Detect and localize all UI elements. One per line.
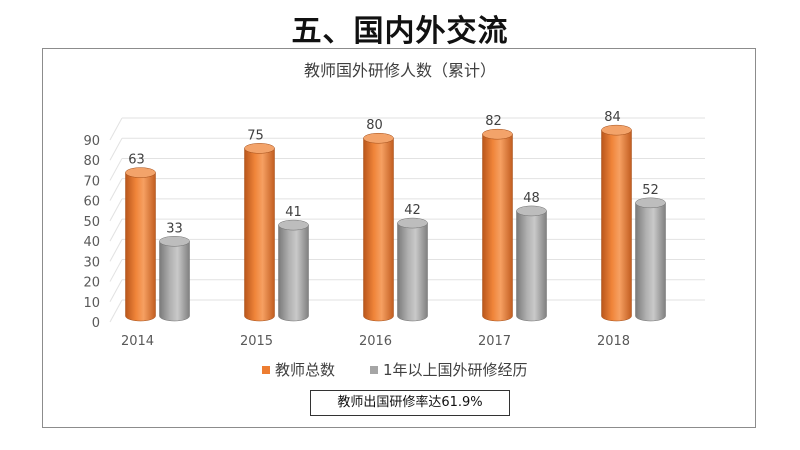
bar-cap <box>125 167 156 178</box>
gridline-skew <box>109 259 123 282</box>
legend-item: 教师总数 <box>262 361 335 379</box>
gridline-skew <box>109 218 123 242</box>
gridline-skew <box>109 137 123 161</box>
gridline-skew <box>109 158 123 181</box>
x-tick-label: 2016 <box>359 334 392 349</box>
legend: 教师总数 1年以上国外研修经历 <box>262 361 528 379</box>
chart-title: 教师国外研修人数（累计） <box>304 61 496 80</box>
bar: 84 <box>601 110 632 322</box>
y-tick-label: 70 <box>83 174 100 189</box>
y-tick-label: 30 <box>83 255 100 270</box>
legend-swatch <box>262 366 270 374</box>
bar: 63 <box>125 153 156 322</box>
y-axis-ticks: 0 10 20 30 40 50 60 70 80 90 <box>83 134 100 331</box>
bar-cap <box>159 236 190 247</box>
bar: 41 <box>278 205 309 322</box>
legend-item: 1年以上国外研修经历 <box>370 361 528 379</box>
x-tick-label: 2017 <box>478 334 511 349</box>
bar: 48 <box>516 191 547 322</box>
y-tick-label: 40 <box>83 235 100 250</box>
y-tick-label: 90 <box>83 134 100 149</box>
data-label: 33 <box>166 221 183 236</box>
data-label: 52 <box>642 183 659 198</box>
data-label: 82 <box>485 114 502 129</box>
x-tick-label: 2018 <box>597 334 630 349</box>
note-box: 教师出国研修率达61.9% <box>310 390 510 416</box>
bars: 63 33 75 41 80 42 82 48 84 52 <box>125 110 666 322</box>
legend-label: 教师总数 <box>275 361 335 379</box>
gridline-skew <box>109 279 123 303</box>
gridline-skew <box>109 117 123 141</box>
bar-cap <box>482 128 513 140</box>
chart-frame <box>42 48 756 428</box>
y-tick-label: 50 <box>83 215 100 230</box>
bar-body <box>244 148 275 322</box>
bar-body <box>159 241 190 322</box>
y-tick-label: 10 <box>83 296 100 311</box>
y-tick-label: 0 <box>92 316 100 331</box>
data-label: 42 <box>404 203 421 218</box>
bar: 33 <box>159 221 190 322</box>
gridline-skew <box>109 299 123 323</box>
legend-label: 1年以上国外研修经历 <box>383 361 528 379</box>
bar-cap <box>635 197 666 209</box>
slide-title: 五、国内外交流 <box>291 14 509 49</box>
x-axis-ticks: 2014 2015 2016 2017 2018 <box>121 334 630 349</box>
bar-cap <box>363 132 394 144</box>
data-label: 48 <box>523 191 540 206</box>
bar-body <box>363 137 394 322</box>
bar: 82 <box>482 114 513 322</box>
legend-swatch <box>370 366 378 374</box>
data-label: 75 <box>247 128 264 143</box>
data-label: 63 <box>128 153 145 168</box>
bar: 42 <box>397 203 428 322</box>
data-label: 84 <box>604 110 621 125</box>
bar-body <box>635 202 666 322</box>
data-label: 80 <box>366 118 383 133</box>
bar-body <box>397 222 428 322</box>
y-tick-label: 60 <box>83 195 100 210</box>
gridline-skew <box>109 198 123 222</box>
bar-cap <box>516 205 547 217</box>
gridline-skew <box>109 239 123 262</box>
gridline-skew <box>109 178 123 201</box>
bar: 52 <box>635 183 666 322</box>
bar-cap <box>397 217 428 229</box>
bar-cap <box>244 143 275 154</box>
x-tick-label: 2015 <box>240 334 273 349</box>
bar-cap <box>278 219 309 231</box>
bar-body <box>601 129 632 322</box>
y-tick-label: 20 <box>83 276 100 291</box>
y-tick-label: 80 <box>83 154 100 169</box>
bar-body <box>516 210 547 322</box>
bar: 75 <box>244 128 275 322</box>
data-label: 41 <box>285 205 302 220</box>
bar: 80 <box>363 118 394 322</box>
bar-body <box>125 172 156 322</box>
x-tick-label: 2014 <box>121 334 154 349</box>
bar-body <box>482 133 513 322</box>
bar-cap <box>601 124 632 136</box>
bar-body <box>278 224 309 322</box>
